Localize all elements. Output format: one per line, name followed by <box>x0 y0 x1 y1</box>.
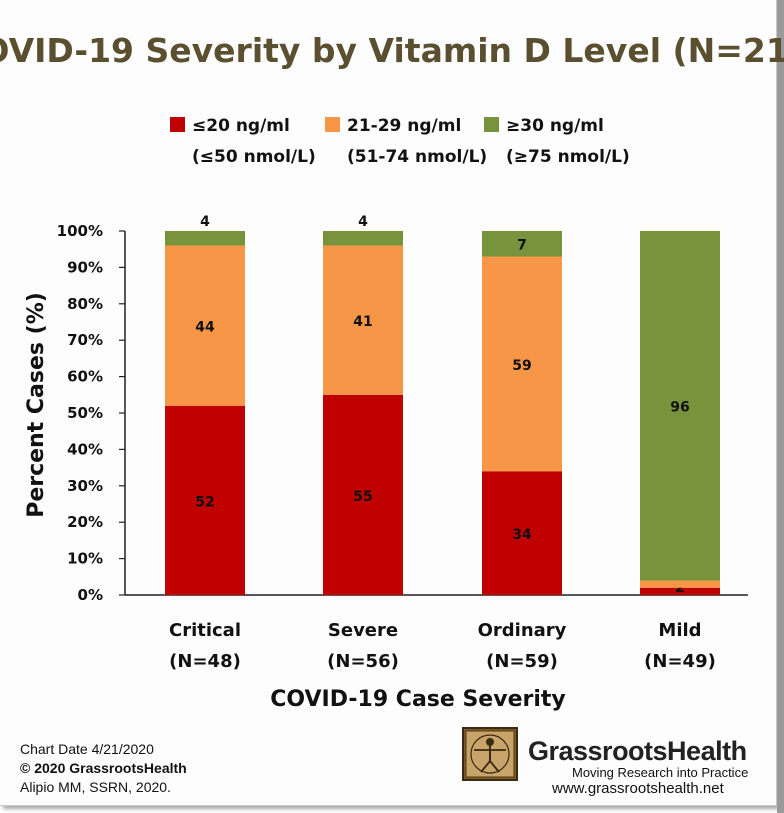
y-tick-label: 50% <box>67 404 103 422</box>
legend-sublabel: (≤50 nmol/L) <box>192 147 316 167</box>
bar-segment <box>640 580 720 588</box>
brand-tagline: Moving Research into Practice <box>572 765 749 780</box>
x-tick-label: Mild <box>658 620 701 641</box>
y-tick-label: 80% <box>67 295 103 313</box>
y-tick-label: 0% <box>78 586 103 604</box>
data-label: 44 <box>195 320 215 336</box>
y-tick-label: 20% <box>67 513 103 531</box>
data-label: 4 <box>200 214 210 230</box>
x-tick-sublabel: (N=56) <box>327 651 399 672</box>
window-edge <box>777 0 784 813</box>
bar-segment <box>482 471 562 595</box>
bar-segment <box>482 231 562 257</box>
bar-segment <box>482 256 562 472</box>
copyright: © 2020 GrassrootsHealth <box>20 760 187 776</box>
x-tick-sublabel: (N=49) <box>644 651 716 672</box>
bar-segment <box>165 231 245 246</box>
data-label: 52 <box>195 494 214 510</box>
x-tick-label: Severe <box>328 620 398 641</box>
legend-swatch <box>170 117 185 132</box>
chart-footer: Chart Date 4/21/2020 © 2020 GrassrootsHe… <box>20 740 187 797</box>
bar-segment <box>165 245 245 406</box>
legend-label: 21-29 ng/ml <box>347 116 461 136</box>
data-label: 34 <box>512 527 532 543</box>
data-label: 4 <box>358 214 368 230</box>
data-label: 41 <box>353 314 372 330</box>
x-axis-title: COVID-19 Case Severity <box>270 687 566 712</box>
legend-sublabel: (≥75 nmol/L) <box>506 147 630 167</box>
y-tick-label: 40% <box>67 440 103 458</box>
bar-segment <box>640 231 720 581</box>
x-tick-label: Ordinary <box>478 620 567 641</box>
vitruvian-man-icon <box>462 727 518 781</box>
bar-segment <box>640 587 720 595</box>
bar-segment <box>165 405 245 595</box>
chart-date: Chart Date 4/21/2020 <box>20 741 154 757</box>
y-tick-label: 10% <box>67 550 103 568</box>
bar-segment <box>323 245 403 395</box>
plot-area: 0%10%20%30%40%50%60%70%80%90%100%52444Cr… <box>57 214 748 672</box>
y-tick-label: 100% <box>57 222 103 240</box>
y-tick-label: 90% <box>67 258 103 276</box>
y-tick-label: 60% <box>67 368 103 386</box>
brand-name: GrassrootsHealth <box>528 736 747 766</box>
y-tick-label: 30% <box>67 477 103 495</box>
data-label: 55 <box>353 489 372 505</box>
x-tick-sublabel: (N=59) <box>486 651 558 672</box>
legend-sublabel: (51-74 nmol/L) <box>347 147 487 167</box>
data-label: 59 <box>512 358 531 374</box>
x-tick-label: Critical <box>169 620 241 641</box>
legend: ≤20 ng/ml (≤50 nmol/L) 21-29 ng/ml (51-74 n… <box>170 116 630 167</box>
bar-segment <box>323 231 403 246</box>
legend-label: ≥30 ng/ml <box>506 116 604 136</box>
data-label: 7 <box>517 238 527 254</box>
x-tick-sublabel: (N=48) <box>169 651 241 672</box>
data-label: 2 <box>675 580 685 596</box>
source-citation: Alipio MM, SSRN, 2020. <box>20 779 171 795</box>
legend-label: ≤20 ng/ml <box>192 116 290 136</box>
data-label: 96 <box>670 400 689 416</box>
legend-swatch <box>325 117 340 132</box>
chart-title: COVID-19 Severity by Vitamin D Level (N=… <box>0 31 784 70</box>
bar-segment <box>323 394 403 595</box>
brand-website[interactable]: www.grassrootshealth.net <box>552 780 724 797</box>
y-axis-title: Percent Cases (%) <box>24 292 49 518</box>
y-tick-label: 70% <box>67 331 103 349</box>
legend-swatch <box>484 117 499 132</box>
